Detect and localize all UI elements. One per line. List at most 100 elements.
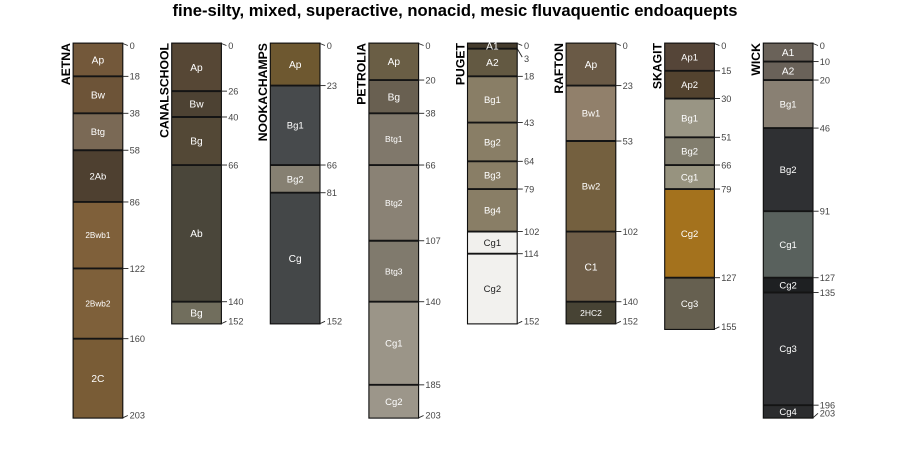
svg-text:152: 152: [524, 317, 539, 327]
svg-text:RAFTON: RAFTON: [552, 43, 566, 94]
svg-text:Ap: Ap: [92, 55, 105, 66]
svg-text:155: 155: [721, 322, 736, 332]
svg-text:Btg: Btg: [91, 127, 105, 138]
svg-text:0: 0: [228, 41, 233, 51]
svg-text:Bg2: Bg2: [780, 165, 797, 176]
svg-text:18: 18: [524, 72, 534, 82]
svg-text:0: 0: [721, 41, 726, 51]
svg-text:64: 64: [524, 157, 534, 167]
svg-text:23: 23: [327, 81, 337, 91]
svg-text:Cg1: Cg1: [779, 240, 796, 251]
svg-text:A1: A1: [782, 48, 795, 59]
svg-text:Cg2: Cg2: [385, 397, 402, 408]
svg-text:152: 152: [623, 317, 638, 327]
svg-text:203: 203: [820, 409, 835, 419]
svg-text:Ap: Ap: [585, 60, 598, 71]
svg-text:NOOKACHAMPS: NOOKACHAMPS: [256, 43, 270, 141]
svg-text:PUGET: PUGET: [453, 43, 467, 86]
svg-text:0: 0: [425, 41, 430, 51]
svg-text:Cg2: Cg2: [681, 229, 698, 240]
svg-text:Cg1: Cg1: [484, 238, 501, 249]
svg-text:Cg3: Cg3: [779, 344, 796, 355]
svg-text:2Bwb1: 2Bwb1: [85, 231, 110, 240]
svg-text:Cg2: Cg2: [484, 284, 501, 295]
svg-text:Bg1: Bg1: [484, 95, 501, 106]
svg-text:A2: A2: [486, 58, 499, 69]
svg-text:38: 38: [130, 109, 140, 119]
svg-text:66: 66: [721, 160, 731, 170]
svg-text:135: 135: [820, 288, 835, 298]
svg-text:Bw: Bw: [189, 100, 204, 111]
svg-text:107: 107: [425, 236, 440, 246]
svg-text:Cg: Cg: [289, 254, 302, 265]
svg-text:66: 66: [327, 160, 337, 170]
svg-text:3: 3: [524, 54, 529, 64]
svg-text:Bg2: Bg2: [484, 137, 501, 148]
svg-text:2Bwb2: 2Bwb2: [85, 300, 110, 309]
svg-text:38: 38: [425, 109, 435, 119]
svg-text:Btg3: Btg3: [385, 266, 403, 276]
svg-text:Cg1: Cg1: [681, 172, 698, 183]
svg-text:160: 160: [130, 334, 145, 344]
svg-text:Bg2: Bg2: [287, 174, 304, 185]
svg-text:Bw1: Bw1: [582, 109, 600, 120]
svg-text:185: 185: [425, 380, 440, 390]
svg-text:Ap: Ap: [388, 57, 401, 68]
svg-text:46: 46: [820, 123, 830, 133]
svg-text:Bg: Bg: [190, 137, 203, 148]
svg-text:0: 0: [623, 41, 628, 51]
svg-text:Bg1: Bg1: [780, 100, 797, 111]
svg-text:203: 203: [425, 411, 440, 421]
svg-text:C1: C1: [584, 262, 597, 273]
svg-text:fine-silty, mixed, superactive: fine-silty, mixed, superactive, nonacid,…: [173, 1, 738, 20]
svg-text:Ap2: Ap2: [681, 80, 698, 91]
svg-text:Cg3: Cg3: [681, 299, 698, 310]
svg-text:Cg2: Cg2: [779, 281, 796, 292]
svg-text:26: 26: [228, 86, 238, 96]
svg-text:102: 102: [623, 227, 638, 237]
svg-text:15: 15: [721, 66, 731, 76]
svg-text:86: 86: [130, 197, 140, 207]
svg-text:43: 43: [524, 118, 534, 128]
svg-text:WICK: WICK: [749, 43, 763, 76]
svg-text:79: 79: [524, 184, 534, 194]
svg-text:CANALSCHOOL: CANALSCHOOL: [158, 43, 172, 138]
svg-text:Bw2: Bw2: [582, 182, 600, 193]
svg-text:23: 23: [623, 81, 633, 91]
svg-text:66: 66: [228, 160, 238, 170]
svg-text:203: 203: [130, 411, 145, 421]
svg-text:122: 122: [130, 264, 145, 274]
svg-text:79: 79: [721, 184, 731, 194]
svg-text:0: 0: [524, 41, 529, 51]
svg-text:0: 0: [327, 41, 332, 51]
svg-text:40: 40: [228, 112, 238, 122]
svg-text:Bg3: Bg3: [484, 171, 501, 182]
svg-text:Bw: Bw: [91, 91, 106, 102]
svg-text:Bg2: Bg2: [681, 147, 698, 158]
svg-text:152: 152: [228, 317, 243, 327]
svg-text:Bg1: Bg1: [681, 113, 698, 124]
svg-text:Btg1: Btg1: [385, 134, 403, 144]
svg-text:20: 20: [820, 75, 830, 85]
svg-text:20: 20: [425, 75, 435, 85]
svg-text:Bg: Bg: [388, 92, 401, 103]
svg-text:Bg4: Bg4: [484, 206, 501, 217]
svg-text:Btg2: Btg2: [385, 198, 403, 208]
svg-text:Bg: Bg: [190, 309, 203, 320]
svg-text:114: 114: [524, 249, 539, 259]
svg-text:51: 51: [721, 133, 731, 143]
svg-text:127: 127: [721, 273, 736, 283]
svg-text:Cg1: Cg1: [385, 339, 402, 350]
svg-text:Ab: Ab: [190, 229, 203, 240]
svg-text:91: 91: [820, 207, 830, 217]
svg-text:102: 102: [524, 227, 539, 237]
svg-text:18: 18: [130, 72, 140, 82]
svg-text:SKAGIT: SKAGIT: [651, 43, 665, 90]
svg-text:2HC2: 2HC2: [580, 308, 602, 318]
svg-text:152: 152: [327, 317, 342, 327]
svg-text:127: 127: [820, 273, 835, 283]
svg-text:Cg4: Cg4: [779, 407, 796, 418]
svg-text:A1: A1: [486, 42, 499, 53]
svg-text:Ap: Ap: [289, 60, 302, 71]
svg-text:A2: A2: [782, 67, 795, 78]
